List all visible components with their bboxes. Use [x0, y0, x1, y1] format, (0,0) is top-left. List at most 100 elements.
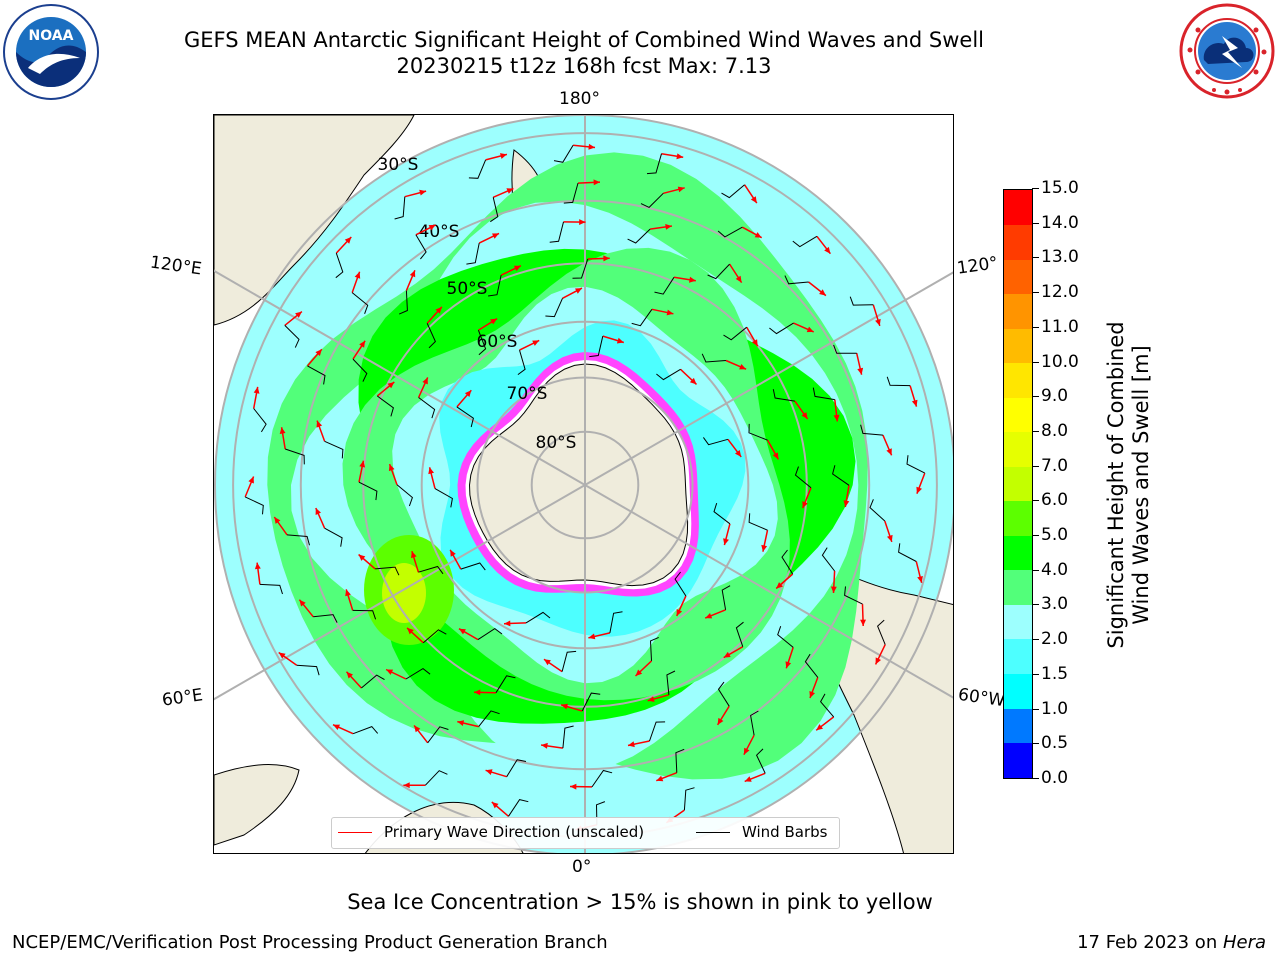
map-svg: 30°S 40°S 50°S 60°S 70°S 80°S — [214, 115, 953, 853]
wave-arrowhead — [354, 271, 361, 279]
wave-arrowhead — [344, 237, 352, 244]
wind-barb — [701, 353, 726, 363]
wave-arrowhead — [359, 340, 366, 348]
wave-arrowhead — [689, 377, 697, 385]
wind-barb — [721, 585, 731, 610]
wave-arrowhead — [628, 741, 635, 748]
wave-arrowhead — [676, 153, 684, 160]
map-legend: Primary Wave Direction (unscaled) Wind B… — [331, 817, 840, 849]
colorbar-segment — [1004, 742, 1032, 778]
wind-barb — [466, 243, 480, 265]
colorbar-tick-label: 1.0 — [1031, 698, 1069, 719]
wave-arrowhead — [428, 467, 434, 475]
wind-barb — [849, 296, 874, 306]
wind-barb — [477, 330, 487, 356]
lon-label-0: 0° — [572, 857, 592, 877]
wave-arrowhead — [274, 517, 281, 524]
legend-label-wave-direction: Primary Wave Direction (unscaled) — [384, 823, 645, 841]
wind-barb — [490, 197, 499, 223]
lat-label: 70°S — [507, 384, 548, 404]
lat-label: 30°S — [378, 155, 419, 175]
wind-barb — [906, 455, 926, 474]
colorbar-tick-label: 7.0 — [1031, 455, 1069, 476]
wave-arrowhead — [588, 633, 596, 640]
wave-arrowhead — [887, 534, 893, 542]
wind-barb — [649, 636, 659, 661]
wind-barb — [425, 770, 448, 786]
colorbar-tick-label: 9.0 — [1031, 386, 1069, 407]
wave-arrowhead — [457, 720, 465, 726]
wave-arrowhead — [316, 420, 323, 428]
wave-max-core — [382, 563, 426, 623]
colorbar-tick-label: 15.0 — [1032, 178, 1079, 198]
wave-arrowhead — [450, 549, 456, 557]
wind-barb — [394, 196, 406, 220]
wave-arrowhead — [860, 619, 866, 626]
wind-barb — [631, 309, 653, 327]
wave-arrowhead — [435, 306, 442, 314]
wave-arrowhead — [593, 179, 600, 186]
colorbar-segment — [1004, 638, 1032, 674]
footer-date-text: 17 Feb 2023 on — [1077, 932, 1223, 953]
wave-arrowhead — [666, 309, 674, 316]
wave-arrowhead — [346, 671, 353, 679]
chart-subtitle: 20230215 t12z 168h fcst Max: 7.13 — [396, 54, 772, 78]
noaa-logo-text: NOAA — [29, 28, 74, 44]
wave-arrowhead — [739, 364, 747, 370]
wave-arrowhead — [603, 255, 610, 262]
legend-item-wave-direction: Primary Wave Direction (unscaled) — [338, 823, 644, 841]
wave-arrowhead — [403, 782, 410, 789]
wind-barb — [324, 440, 344, 459]
colorbar-tick-label: 0.5 — [1031, 733, 1069, 754]
wave-arrowhead — [824, 246, 831, 254]
colorbar-tick-label: 11.0 — [1032, 316, 1079, 337]
wind-barb — [361, 674, 385, 689]
colorbar-segment — [1004, 466, 1032, 502]
land-madagascar — [214, 764, 300, 846]
colorbar-segment — [1004, 431, 1032, 467]
wave-arrowhead — [492, 233, 499, 239]
wave-arrowhead — [843, 500, 850, 507]
wind-barb — [627, 228, 651, 244]
wave-arrowhead — [407, 627, 414, 635]
wind-barb — [296, 664, 320, 676]
wave-arrowhead — [616, 337, 624, 344]
wind-barb — [545, 298, 563, 318]
wave-arrowhead — [809, 691, 815, 698]
wave-arrowhead — [490, 318, 498, 325]
meridian-line — [214, 269, 586, 486]
wave-arrowhead — [917, 576, 923, 583]
wave-arrowhead — [532, 340, 540, 346]
lon-label-120e: 120°E — [148, 252, 203, 280]
wind-barb — [832, 465, 850, 486]
wind-barb — [869, 499, 886, 522]
wave-arrowhead — [751, 339, 758, 347]
wave-arrowhead — [422, 377, 428, 385]
colorbar-segment — [1004, 535, 1032, 571]
wind-barb — [649, 721, 666, 742]
lat-label: 40°S — [419, 222, 460, 242]
wave-arrowhead — [299, 599, 306, 607]
wind-barb — [495, 675, 516, 693]
colorbar — [1003, 189, 1033, 779]
wave-arrowhead — [761, 544, 768, 552]
wave-arrowhead — [735, 450, 742, 457]
wave-arrowhead — [833, 414, 840, 422]
colorbar-tick-label: 1.5 — [1031, 663, 1069, 684]
wave-arrowhead — [561, 703, 568, 710]
meridian-line — [214, 484, 586, 701]
wave-arrowhead — [830, 586, 837, 593]
wind-barb — [351, 292, 369, 314]
wave-arrowhead — [750, 196, 757, 204]
legend-label-wind-barbs: Wind Barbs — [742, 823, 828, 841]
wind-barb — [819, 693, 835, 718]
colorbar-tick-label: 8.0 — [1031, 420, 1069, 441]
wave-arrowhead — [776, 582, 783, 589]
wind-barb — [253, 408, 267, 433]
wave-arrowhead — [886, 448, 892, 456]
wave-arrowhead — [570, 783, 577, 790]
colorbar-tick-label: 3.0 — [1031, 594, 1069, 615]
wave-arrowhead — [647, 696, 655, 702]
wave-arrowhead — [388, 464, 395, 472]
footer-credit: NCEP/EMC/Verification Post Processing Pr… — [12, 932, 608, 953]
